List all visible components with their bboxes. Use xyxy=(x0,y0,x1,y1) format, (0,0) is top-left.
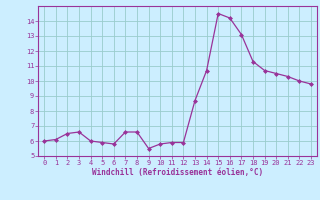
X-axis label: Windchill (Refroidissement éolien,°C): Windchill (Refroidissement éolien,°C) xyxy=(92,168,263,177)
